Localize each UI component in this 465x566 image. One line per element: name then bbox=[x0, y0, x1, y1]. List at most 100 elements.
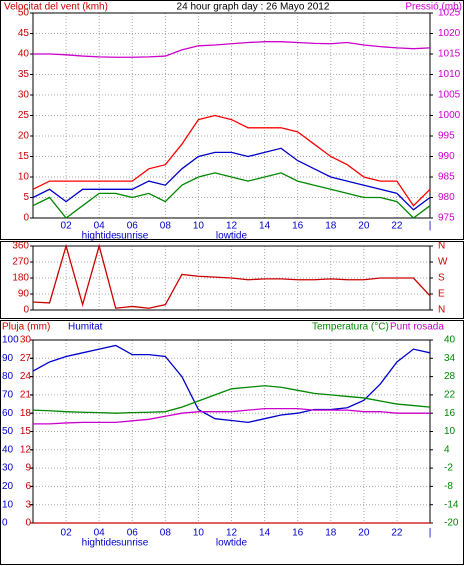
y2-tick-label: 22 bbox=[444, 390, 456, 401]
x-tick-label: 04 bbox=[94, 221, 106, 232]
y3-tick-label: 0 bbox=[25, 518, 31, 529]
y2-tick-label: 990 bbox=[438, 151, 455, 162]
y3-tick-label: 6 bbox=[25, 481, 31, 492]
legend-label: Punt rosada bbox=[390, 322, 444, 333]
y-tick-label: 10 bbox=[18, 172, 30, 183]
y-tick-label: 50 bbox=[18, 8, 30, 19]
legend-label: Pluja (mm) bbox=[2, 322, 50, 333]
y2-tick-label: 28 bbox=[444, 371, 456, 382]
y-tick-label: 45 bbox=[18, 28, 30, 39]
x-tick-label: 14 bbox=[259, 528, 271, 539]
annotation: sunrise bbox=[116, 231, 149, 242]
y-tick-label: 15 bbox=[18, 151, 30, 162]
y-tick-label: 40 bbox=[18, 49, 30, 60]
annotation: sunrise bbox=[116, 538, 149, 549]
y2-tick-label: E bbox=[438, 289, 445, 300]
x-tick-label: 10 bbox=[193, 528, 205, 539]
y3-tick-label: 18 bbox=[20, 408, 32, 419]
y-tick-label: 60 bbox=[2, 408, 14, 419]
y-tick-label: 40 bbox=[2, 444, 14, 455]
x-tick-label: 14 bbox=[259, 221, 271, 232]
series-line bbox=[32, 172, 431, 219]
series-line bbox=[33, 41, 431, 58]
x-tick-label: 18 bbox=[325, 221, 337, 232]
y-tick-label: 360 bbox=[12, 241, 29, 252]
y-tick-label: 25 bbox=[18, 110, 30, 121]
y3-tick-label: 21 bbox=[20, 390, 32, 401]
y-tick-label: 90 bbox=[18, 289, 30, 300]
annotation: hightide bbox=[82, 231, 117, 242]
series-line bbox=[32, 344, 431, 424]
y2-tick-label: -20 bbox=[444, 518, 459, 529]
y2-tick-label: 1005 bbox=[438, 90, 461, 101]
y2-tick-label: 1010 bbox=[438, 69, 461, 80]
y2-tick-label: W bbox=[438, 257, 448, 268]
x-tick-label: 10 bbox=[193, 221, 205, 232]
y-tick-label: 180 bbox=[12, 273, 29, 284]
series-line bbox=[32, 243, 431, 309]
x-tick-label: 12 bbox=[226, 528, 238, 539]
y2-tick-label: -14 bbox=[444, 499, 459, 510]
x-tick-label: 02 bbox=[61, 221, 73, 232]
y2-tick-label: 995 bbox=[438, 131, 455, 142]
y2-tick-label: -2 bbox=[444, 463, 453, 474]
legend-label: Pressió (mb) bbox=[405, 2, 462, 13]
x-tick-label: 22 bbox=[391, 221, 403, 232]
y-tick-label: 5 bbox=[23, 192, 29, 203]
y2-tick-label: 16 bbox=[444, 408, 456, 419]
y2-tick-label: 980 bbox=[438, 192, 455, 203]
y3-tick-label: 12 bbox=[20, 444, 32, 455]
y2-tick-label: 40 bbox=[444, 335, 456, 346]
y-tick-label: 20 bbox=[2, 481, 14, 492]
annotation: lowtide bbox=[216, 538, 248, 549]
plot-area bbox=[32, 245, 431, 311]
y3-tick-label: 30 bbox=[20, 335, 32, 346]
y3-tick-label: 24 bbox=[20, 371, 32, 382]
annotation: lowtide bbox=[216, 231, 248, 242]
y-tick-label: 20 bbox=[18, 131, 30, 142]
x-tick-label: 22 bbox=[391, 528, 403, 539]
y-tick-label: 70 bbox=[2, 390, 14, 401]
annotation: hightide bbox=[82, 538, 117, 549]
chart-title: 24 hour graph day : 26 Mayo 2012 bbox=[177, 2, 330, 13]
y3-tick-label: 27 bbox=[20, 353, 32, 364]
x-tick-label: 20 bbox=[358, 528, 370, 539]
y3-tick-label: 9 bbox=[25, 463, 31, 474]
legend-label: Humitat bbox=[68, 322, 103, 333]
y-tick-label: 270 bbox=[12, 257, 29, 268]
y2-tick-label: 975 bbox=[438, 213, 455, 224]
x-tick-label: 20 bbox=[358, 221, 370, 232]
y2-tick-label: 10 bbox=[444, 426, 456, 437]
y2-tick-label: 1020 bbox=[438, 28, 461, 39]
x-tick-label: 08 bbox=[160, 528, 172, 539]
series-line bbox=[32, 147, 431, 211]
y2-tick-label: 985 bbox=[438, 172, 455, 183]
x-tick-label: 02 bbox=[61, 528, 73, 539]
series-line bbox=[33, 407, 430, 425]
y2-tick-label: 1015 bbox=[438, 49, 461, 60]
y-tick-label: 10 bbox=[2, 499, 14, 510]
x-tick-label: | bbox=[429, 221, 432, 232]
x-tick-label: 16 bbox=[292, 221, 304, 232]
y3-tick-label: 15 bbox=[20, 426, 32, 437]
series-line bbox=[32, 114, 431, 207]
y2-tick-label: 4 bbox=[444, 444, 450, 455]
x-tick-label: | bbox=[429, 528, 432, 539]
y-tick-label: 0 bbox=[23, 305, 29, 316]
x-tick-label: 06 bbox=[127, 221, 139, 232]
x-tick-label: 04 bbox=[94, 528, 106, 539]
x-tick-label: 08 bbox=[160, 221, 172, 232]
y-tick-label: 30 bbox=[2, 463, 14, 474]
x-tick-label: 12 bbox=[226, 221, 238, 232]
y2-tick-label: S bbox=[438, 273, 445, 284]
x-tick-label: 16 bbox=[292, 528, 304, 539]
y-tick-label: 100 bbox=[2, 335, 19, 346]
x-tick-label: 18 bbox=[325, 528, 337, 539]
y2-tick-label: N bbox=[438, 305, 445, 316]
series-line bbox=[32, 385, 431, 414]
y2-tick-label: 1000 bbox=[438, 110, 461, 121]
y2-tick-label: 1025 bbox=[438, 8, 461, 19]
y-axis-label: Velocitat del vent (kmh) bbox=[4, 2, 108, 13]
x-tick-label: 06 bbox=[127, 528, 139, 539]
plot-area bbox=[32, 12, 431, 219]
